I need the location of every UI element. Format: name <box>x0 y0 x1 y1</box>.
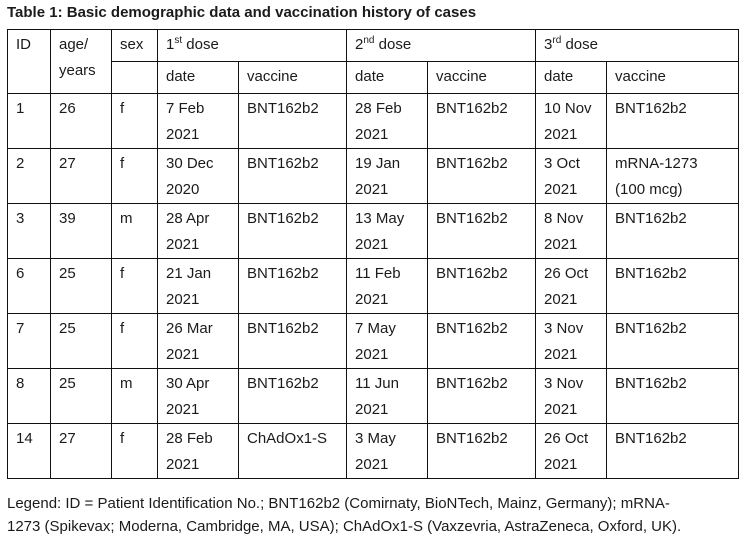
col-header-age-years: age/ years <box>50 29 112 94</box>
cell-id: 2 <box>7 148 51 204</box>
cell-dose1-vaccine: BNT162b2 <box>237 203 348 259</box>
cell-dose1-vaccine: BNT162b2 <box>237 148 348 204</box>
cell-age: 25 <box>50 258 112 314</box>
header-row-top: ID age/ years sex 1st dose 2nd dose 3rd … <box>7 29 740 94</box>
table-row: 6 25 f 21 Jan 2021 BNT162b2 11 Feb 2021 … <box>7 258 740 314</box>
cell-dose3-vaccine: BNT162b2 <box>606 368 740 424</box>
cell-dose1-vaccine: BNT162b2 <box>237 368 348 424</box>
cell-dose3-date: 26 Oct 2021 <box>535 258 608 314</box>
cell-id: 1 <box>7 93 51 149</box>
cell-id: 7 <box>7 313 51 369</box>
col-header-dose-3: 3rd dose <box>535 29 740 62</box>
cell-sex: m <box>111 203 158 259</box>
cell-dose3-date: 10 Nov 2021 <box>535 93 608 149</box>
table-row: 2 27 f 30 Dec 2020 BNT162b2 19 Jan 2021 … <box>7 148 740 204</box>
cell-dose3-date: 26 Oct 2021 <box>535 423 608 479</box>
vaccination-history-table: ID age/ years sex 1st dose 2nd dose 3rd … <box>7 29 740 479</box>
cell-dose1-vaccine: BNT162b2 <box>237 313 348 369</box>
cell-id: 3 <box>7 203 51 259</box>
legend-text: Legend: ID = Patient Identification No.;… <box>7 495 682 535</box>
cell-dose3-date: 3 Nov 2021 <box>535 313 608 369</box>
cell-dose2-vaccine: BNT162b2 <box>427 423 537 479</box>
cell-dose2-vaccine: BNT162b2 <box>427 93 537 149</box>
dose-2-number: 2 <box>355 36 364 53</box>
cell-age: 27 <box>50 148 112 204</box>
cell-age: 25 <box>50 313 112 369</box>
cell-sex: f <box>111 313 158 369</box>
dose-3-number: 3 <box>544 36 553 53</box>
cell-dose1-date: 21 Jan 2021 <box>157 258 239 314</box>
cell-dose3-vaccine: mRNA-1273 (100 mcg) <box>606 148 740 204</box>
cell-dose1-date: 30 Apr 2021 <box>157 368 239 424</box>
cell-dose2-date: 19 Jan 2021 <box>346 148 429 204</box>
cell-dose2-date: 11 Jun 2021 <box>346 368 429 424</box>
cell-dose2-date: 3 May 2021 <box>346 423 429 479</box>
cell-dose3-date: 3 Oct 2021 <box>535 148 608 204</box>
table-title: Table 1: Basic demographic data and vacc… <box>7 4 477 21</box>
col-header-dose3-vaccine: vaccine <box>606 61 740 94</box>
cell-dose3-vaccine: BNT162b2 <box>606 203 740 259</box>
cell-sex: f <box>111 423 158 479</box>
col-header-dose1-vaccine: vaccine <box>237 61 348 94</box>
dose-3-ordinal: rd <box>552 35 562 46</box>
cell-age: 27 <box>50 423 112 479</box>
cell-dose3-vaccine: BNT162b2 <box>606 423 740 479</box>
table-row: 1 26 f 7 Feb 2021 BNT162b2 28 Feb 2021 B… <box>7 93 740 149</box>
cell-age: 25 <box>50 368 112 424</box>
col-header-dose-1: 1st dose <box>156 29 348 62</box>
cell-dose1-date: 28 Apr 2021 <box>157 203 239 259</box>
cell-id: 8 <box>7 368 51 424</box>
dose-2-label: dose <box>374 36 412 53</box>
dose-2-ordinal: nd <box>363 35 375 46</box>
col-header-dose3-date: date <box>535 61 608 94</box>
cell-dose2-vaccine: BNT162b2 <box>427 203 537 259</box>
cell-sex: m <box>111 368 158 424</box>
cell-dose3-vaccine: BNT162b2 <box>606 93 740 149</box>
table-row: 7 25 f 26 Mar 2021 BNT162b2 7 May 2021 B… <box>7 313 740 369</box>
cell-dose2-vaccine: BNT162b2 <box>427 148 537 204</box>
cell-id: 6 <box>7 258 51 314</box>
cell-dose2-date: 7 May 2021 <box>346 313 429 369</box>
col-header-id: ID <box>7 29 51 94</box>
cell-dose3-vaccine: BNT162b2 <box>606 258 740 314</box>
cell-dose1-date: 28 Feb 2021 <box>157 423 239 479</box>
dose-1-number: 1 <box>166 36 175 53</box>
cell-dose2-vaccine: BNT162b2 <box>427 258 537 314</box>
cell-dose2-date: 13 May 2021 <box>346 203 429 259</box>
cell-dose2-vaccine: BNT162b2 <box>427 313 537 369</box>
col-header-dose2-date: date <box>346 61 429 94</box>
table-row: 14 27 f 28 Feb 2021 ChAdOx1-S 3 May 2021… <box>7 423 740 479</box>
col-header-dose1-date: date <box>157 61 239 94</box>
cell-dose3-date: 3 Nov 2021 <box>535 368 608 424</box>
cell-dose1-date: 7 Feb 2021 <box>157 93 239 149</box>
col-header-sex: sex <box>111 29 158 62</box>
table-row: 8 25 m 30 Apr 2021 BNT162b2 11 Jun 2021 … <box>7 368 740 424</box>
cell-sex: f <box>111 148 158 204</box>
col-header-sex-spacer <box>111 61 158 94</box>
cell-dose3-vaccine: BNT162b2 <box>606 313 740 369</box>
cell-age: 39 <box>50 203 112 259</box>
col-header-dose-2: 2nd dose <box>346 29 537 62</box>
dose-1-label: dose <box>182 36 219 53</box>
cell-dose2-date: 11 Feb 2021 <box>346 258 429 314</box>
col-header-dose2-vaccine: vaccine <box>427 61 537 94</box>
dose-3-label: dose <box>561 36 598 53</box>
cell-id: 14 <box>7 423 51 479</box>
cell-dose1-date: 30 Dec 2020 <box>157 148 239 204</box>
cell-dose2-date: 28 Feb 2021 <box>346 93 429 149</box>
cell-dose1-vaccine: ChAdOx1-S <box>237 423 348 479</box>
cell-age: 26 <box>50 93 112 149</box>
cell-dose1-vaccine: BNT162b2 <box>237 258 348 314</box>
table-row: 3 39 m 28 Apr 2021 BNT162b2 13 May 2021 … <box>7 203 740 259</box>
cell-dose3-date: 8 Nov 2021 <box>535 203 608 259</box>
dose-1-ordinal: st <box>174 35 183 46</box>
header-row-sub: date vaccine date vaccine date vaccine <box>8 61 740 94</box>
cell-dose1-date: 26 Mar 2021 <box>157 313 239 369</box>
cell-sex: f <box>111 93 158 149</box>
cell-dose1-vaccine: BNT162b2 <box>237 93 348 149</box>
cell-dose2-vaccine: BNT162b2 <box>427 368 537 424</box>
cell-sex: f <box>111 258 158 314</box>
